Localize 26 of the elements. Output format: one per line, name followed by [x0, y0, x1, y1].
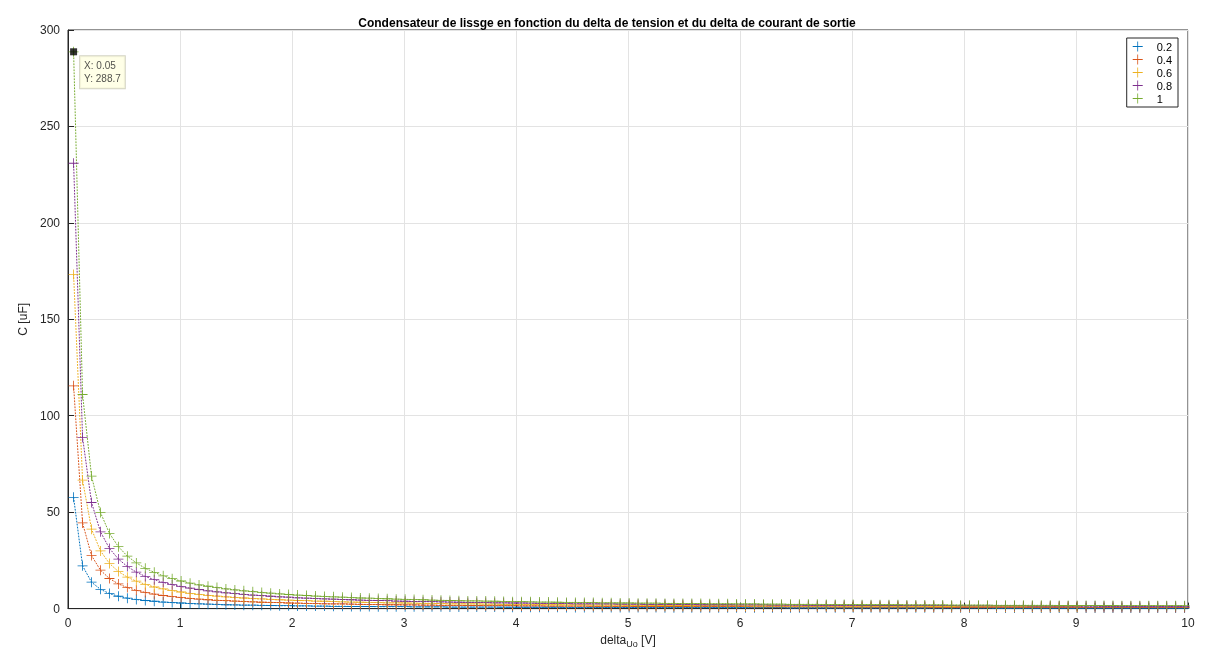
- y-tick-label: 50: [46, 505, 61, 520]
- y-tick-label: 200: [39, 215, 61, 230]
- chart-title: Condensateur de lissge en fonction du delta de tension et du delta de courant de sortie: [358, 16, 857, 30]
- y-tick-label: 100: [39, 408, 61, 423]
- x-tick-label: 8: [960, 615, 968, 630]
- annotation: X: 0.05 Y: 288.7: [84, 60, 122, 85]
- x-tick-label: 9: [1072, 615, 1080, 630]
- legend-label: 0.2: [1156, 40, 1173, 53]
- y-tick-label: 300: [39, 23, 61, 37]
- x-tick-label: 3: [400, 615, 408, 630]
- legend-label: 0.8: [1156, 79, 1173, 92]
- x-tick-label: 6: [736, 615, 744, 630]
- y-tick-label: 0: [53, 601, 61, 616]
- legend-label: 0.6: [1156, 66, 1173, 79]
- x-tick-label: 5: [624, 615, 632, 630]
- x-tick-label: 0: [64, 615, 72, 630]
- x-tick-label: 2: [288, 615, 296, 630]
- x-tick-label: 4: [512, 615, 520, 630]
- y-tick-label: 250: [39, 119, 61, 134]
- y-axis-title: C [uF]: [16, 302, 31, 336]
- x-tick-label: 7: [848, 615, 856, 630]
- y-tick-label: 150: [39, 312, 61, 327]
- legend-label: 0.4: [1156, 53, 1173, 66]
- legend-label: 1: [1156, 92, 1163, 105]
- x-tick-label: 1: [176, 615, 184, 630]
- x-tick-label: 10: [1181, 615, 1195, 630]
